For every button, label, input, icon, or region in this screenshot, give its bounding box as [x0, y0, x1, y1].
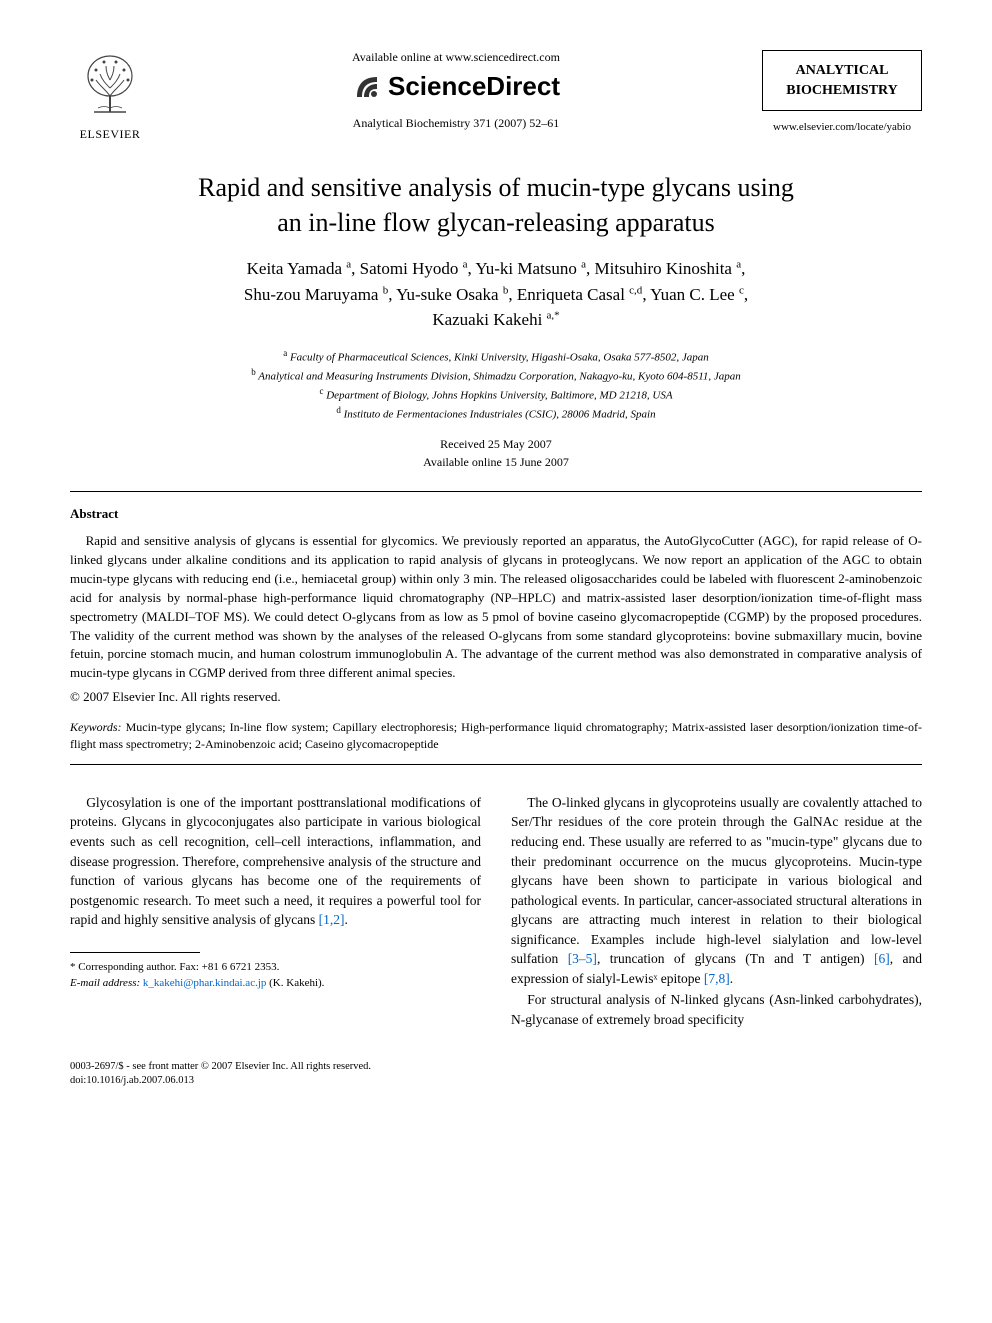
sciencedirect-text: ScienceDirect: [388, 71, 560, 102]
ref-link-1-2[interactable]: [1,2]: [319, 912, 345, 927]
keywords-text: Mucin-type glycans; In-line flow system;…: [70, 720, 922, 751]
footnotes-block: * Corresponding author. Fax: +81 6 6721 …: [70, 959, 481, 992]
email-line: E-mail address: k_kakehi@phar.kindai.ac.…: [70, 975, 481, 992]
column-left: Glycosylation is one of the important po…: [70, 793, 481, 1032]
column-right: The O-linked glycans in glycoproteins us…: [511, 793, 922, 1032]
title-line2: an in-line flow glycan-releasing apparat…: [277, 208, 715, 237]
date-online: Available online 15 June 2007: [70, 453, 922, 471]
journal-url: www.elsevier.com/locate/yabio: [762, 121, 922, 133]
ref-link-3-5[interactable]: [3–5]: [568, 951, 597, 966]
rule-above-abstract: [70, 491, 922, 492]
keywords-block: Keywords: Mucin-type glycans; In-line fl…: [70, 719, 922, 754]
left-paragraph-1: Glycosylation is one of the important po…: [70, 793, 481, 930]
abstract-heading: Abstract: [70, 506, 922, 522]
article-title: Rapid and sensitive analysis of mucin-ty…: [70, 170, 922, 240]
authors-line1: Keita Yamada a, Satomi Hyodo a, Yu-ki Ma…: [70, 256, 922, 282]
right-paragraph-2: For structural analysis of N-linked glyc…: [511, 990, 922, 1029]
page-header: ELSEVIER Available online at www.science…: [70, 50, 922, 142]
available-online-text: Available online at www.sciencedirect.co…: [170, 50, 742, 65]
title-line1: Rapid and sensitive analysis of mucin-ty…: [198, 173, 794, 202]
affiliation-c: c Department of Biology, Johns Hopkins U…: [70, 385, 922, 404]
footer-meta: 0003-2697/$ - see front matter © 2007 El…: [70, 1060, 922, 1089]
affiliation-b: b Analytical and Measuring Instruments D…: [70, 366, 922, 385]
abstract-copyright: © 2007 Elsevier Inc. All rights reserved…: [70, 689, 922, 705]
affiliation-a: a Faculty of Pharmaceutical Sciences, Ki…: [70, 347, 922, 366]
sciencedirect-icon: [352, 72, 382, 102]
front-matter-line: 0003-2697/$ - see front matter © 2007 El…: [70, 1060, 922, 1075]
elsevier-label: ELSEVIER: [70, 127, 150, 142]
header-center: Available online at www.sciencedirect.co…: [150, 50, 762, 131]
abstract-body: Rapid and sensitive analysis of glycans …: [70, 532, 922, 683]
elsevier-tree-icon: [76, 50, 144, 118]
sciencedirect-logo: ScienceDirect: [352, 71, 560, 102]
affiliation-d: d Instituto de Fermentaciones Industrial…: [70, 404, 922, 423]
right-paragraph-1: The O-linked glycans in glycoproteins us…: [511, 793, 922, 989]
body-columns: Glycosylation is one of the important po…: [70, 793, 922, 1032]
rule-below-keywords: [70, 764, 922, 765]
ref-link-6[interactable]: [6]: [874, 951, 890, 966]
authors-block: Keita Yamada a, Satomi Hyodo a, Yu-ki Ma…: [70, 256, 922, 333]
date-received: Received 25 May 2007: [70, 435, 922, 453]
keywords-label: Keywords:: [70, 720, 122, 734]
footnote-separator: [70, 952, 200, 953]
elsevier-logo-block: ELSEVIER: [70, 50, 150, 142]
authors-line2: Shu-zou Maruyama b, Yu-suke Osaka b, Enr…: [70, 282, 922, 308]
corresponding-author: * Corresponding author. Fax: +81 6 6721 …: [70, 959, 481, 976]
journal-citation: Analytical Biochemistry 371 (2007) 52–61: [170, 116, 742, 131]
journal-title-box: ANALYTICAL BIOCHEMISTRY: [762, 50, 922, 111]
ref-link-7-8[interactable]: [7,8]: [704, 971, 730, 986]
authors-line3: Kazuaki Kakehi a,*: [70, 307, 922, 333]
journal-cover-box: ANALYTICAL BIOCHEMISTRY www.elsevier.com…: [762, 50, 922, 133]
email-link[interactable]: k_kakehi@phar.kindai.ac.jp: [143, 977, 266, 989]
journal-box-line1: ANALYTICAL: [767, 61, 917, 81]
doi-line: doi:10.1016/j.ab.2007.06.013: [70, 1074, 922, 1089]
article-dates: Received 25 May 2007 Available online 15…: [70, 435, 922, 471]
journal-box-line2: BIOCHEMISTRY: [767, 81, 917, 101]
affiliations-block: a Faculty of Pharmaceutical Sciences, Ki…: [70, 347, 922, 424]
